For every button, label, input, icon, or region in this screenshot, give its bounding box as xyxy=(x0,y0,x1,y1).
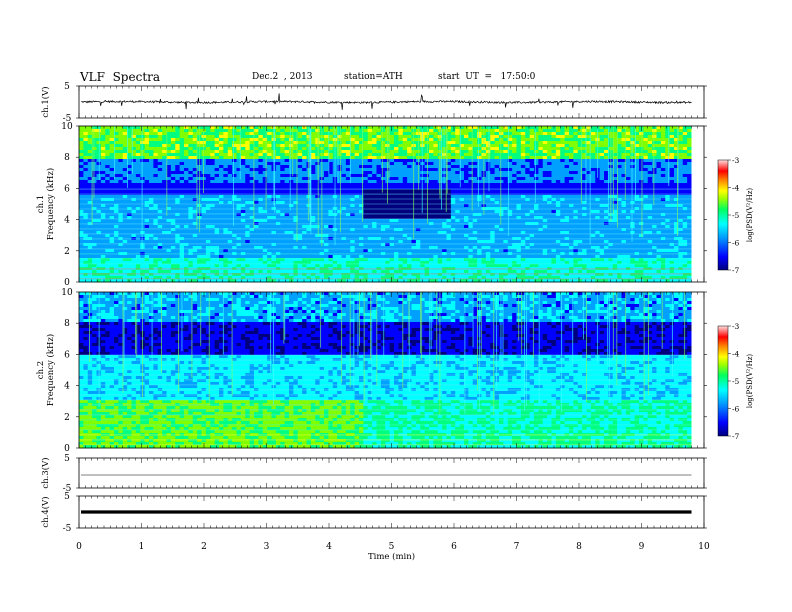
colorbar-tick-label: -5 xyxy=(732,211,740,220)
y-tick-label: 4 xyxy=(64,382,70,392)
colorbar-tick-label: -6 xyxy=(732,405,740,414)
x-tick-label: 10 xyxy=(698,542,710,552)
start-time-label: start UT = 17:50:0 xyxy=(438,72,536,82)
y-tick-label: -5 xyxy=(63,524,72,534)
colorbar-tick-label: -4 xyxy=(732,184,740,193)
ch1-ylabel: ch.1 xyxy=(36,195,46,213)
ch2-ylabel: ch.2 xyxy=(36,361,46,379)
date-label: Dec.2 , 2013 xyxy=(252,72,313,82)
y-tick-label: 10 xyxy=(61,122,73,132)
figure-title: VLF Spectra xyxy=(80,70,161,84)
ch1-colorbar xyxy=(717,159,729,271)
station-label: station=ATH xyxy=(344,72,403,82)
x-tick-label: 8 xyxy=(576,542,582,552)
y-tick-label: 8 xyxy=(64,319,70,329)
ch3-ylabel: ch.3(V) xyxy=(40,457,51,488)
x-tick-label: 7 xyxy=(514,542,520,552)
y-tick-label: 6 xyxy=(64,184,70,194)
ch1-ylabel: Frequency (kHz) xyxy=(45,168,56,240)
y-tick-label: 0 xyxy=(64,444,70,454)
y-tick-label: 10 xyxy=(61,288,73,298)
y-tick-label: 2 xyxy=(64,413,70,423)
ch1-waveform xyxy=(81,93,692,110)
x-tick-label: 2 xyxy=(201,542,207,552)
x-tick-label: 5 xyxy=(389,542,395,552)
ch2-colorbar xyxy=(717,325,729,437)
y-tick-label: 6 xyxy=(64,350,70,360)
x-tick-label: 9 xyxy=(639,542,645,552)
colorbar-tick-label: -3 xyxy=(732,156,740,165)
colorbar-tick-label: -5 xyxy=(732,377,740,386)
ch4-ylabel: ch.4(V) xyxy=(40,496,51,527)
colorbar-tick-label: -4 xyxy=(732,350,740,359)
ch1-spectrogram xyxy=(79,126,704,283)
colorbar-tick-label: -7 xyxy=(732,432,740,441)
x-tick-label: 0 xyxy=(76,542,82,552)
ch1-ylabel: ch.1(V) xyxy=(40,86,51,117)
x-tick-label: 1 xyxy=(139,542,145,552)
y-tick-label: 5 xyxy=(64,82,70,92)
colorbar-label: log(PSD(V²/Hz) xyxy=(746,354,754,409)
x-tick-label: 3 xyxy=(264,542,270,552)
y-tick-label: -5 xyxy=(63,484,72,494)
colorbar-tick-label: -6 xyxy=(732,239,740,248)
colorbar-label: log(PSD(V²/Hz) xyxy=(746,188,754,243)
no-data-area xyxy=(691,292,704,448)
colorbar-tick-label: -7 xyxy=(732,266,740,275)
x-tick-label: 6 xyxy=(451,542,457,552)
ch2-ylabel: Frequency (kHz) xyxy=(45,334,56,406)
y-tick-label: -5 xyxy=(63,114,72,124)
y-tick-label: 8 xyxy=(64,153,70,163)
no-data-area xyxy=(691,126,704,282)
x-tick-label: 4 xyxy=(326,542,332,552)
y-tick-label: 4 xyxy=(64,216,70,226)
y-tick-label: 0 xyxy=(64,278,70,288)
y-tick-label: 2 xyxy=(64,247,70,257)
colorbar-tick-label: -3 xyxy=(732,322,740,331)
y-tick-label: 5 xyxy=(64,492,70,502)
x-axis-label: Time (min) xyxy=(368,551,415,562)
ch2-spectrogram xyxy=(79,292,704,449)
y-tick-label: 5 xyxy=(64,454,70,464)
